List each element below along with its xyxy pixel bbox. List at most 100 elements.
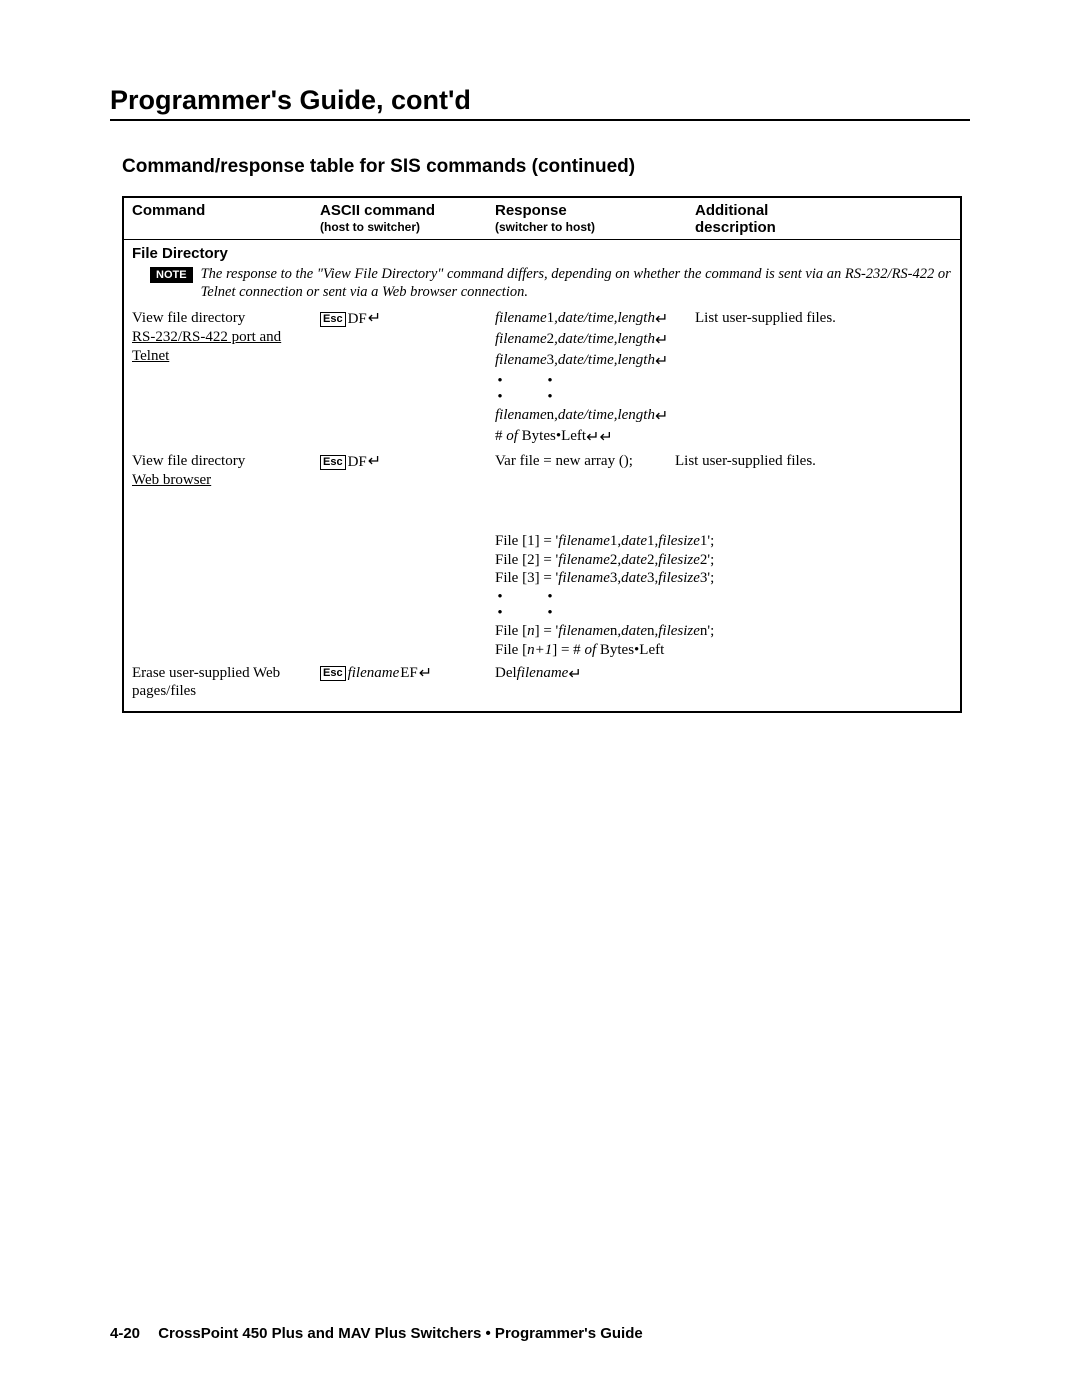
response-text: Del xyxy=(495,665,517,681)
response-text: Left xyxy=(639,642,664,658)
response-text: File [2] = ' xyxy=(495,552,558,568)
response-text: filename xyxy=(495,331,547,347)
ellipsis-dots: •• xyxy=(495,390,952,405)
ellipsis-dots: •• xyxy=(495,374,952,389)
response-text: date xyxy=(621,533,647,549)
response-text: filename xyxy=(517,665,569,681)
response-text: ] = ' xyxy=(535,623,559,639)
header-ascii-sub: (host to switcher) xyxy=(320,220,495,234)
response-text: ] = # xyxy=(552,642,584,658)
ellipsis-dots: •• xyxy=(495,606,952,621)
response-text: File [ xyxy=(495,642,527,658)
cmd-text: Erase user-supplied Web xyxy=(132,664,320,683)
ellipsis-dots: •• xyxy=(495,590,952,605)
response-text: 2'; xyxy=(700,552,714,568)
response-text: ,date/time,length xyxy=(554,352,655,368)
response-text: File [1] = ' xyxy=(495,533,558,549)
response-text: filename xyxy=(558,570,610,586)
section-title: Command/response table for SIS commands … xyxy=(122,156,970,178)
enter-arrow-icon: ↵ xyxy=(368,309,381,329)
response-text: ,date/time,length xyxy=(554,310,655,326)
response-text: n'; xyxy=(700,623,714,639)
response-text: 1, xyxy=(610,533,621,549)
response-text: date xyxy=(621,552,647,568)
response-text: 1, xyxy=(647,533,658,549)
enter-arrow-icon: ↵ xyxy=(655,408,668,425)
response-text: 3, xyxy=(647,570,658,586)
response-text: filename xyxy=(495,310,547,326)
page-number: 4-20 xyxy=(110,1325,140,1342)
response-text: filename xyxy=(495,407,547,423)
esc-key-icon: Esc xyxy=(320,666,346,681)
ascii-filename: filename xyxy=(348,664,400,683)
response-text: Var file = new array (); xyxy=(495,452,633,471)
description-text: List user-supplied files. xyxy=(695,309,952,328)
response-text: n, xyxy=(610,623,621,639)
file-directory-label: File Directory xyxy=(132,245,952,262)
table-row-cont: filenamen,date/time,length↵ # of Bytes•L… xyxy=(132,406,952,448)
description-text: List user-supplied files. xyxy=(675,452,952,471)
response-text: File [3] = ' xyxy=(495,570,558,586)
note-text: The response to the "View File Directory… xyxy=(201,265,952,301)
footer-text: CrossPoint 450 Plus and MAV Plus Switche… xyxy=(158,1325,643,1342)
response-text: filename xyxy=(558,552,610,568)
response-text: 2, xyxy=(647,552,658,568)
cmd-text: View file directory xyxy=(132,452,320,471)
ascii-text: EF xyxy=(400,664,418,683)
response-text: 2, xyxy=(610,552,621,568)
esc-key-icon: Esc xyxy=(320,312,346,327)
ascii-text: DF xyxy=(348,310,367,329)
enter-arrow-icon: ↵ xyxy=(368,452,381,472)
header-command: Command xyxy=(132,202,320,219)
table-row-cont: File [1] = 'filename1,date1,filesize1'; … xyxy=(132,532,952,588)
enter-arrow-icon: ↵ xyxy=(568,666,581,683)
response-text: filesize xyxy=(658,552,700,568)
table-row: View file directory Web browser Esc DF ↵… xyxy=(132,452,952,490)
response-text: ,date/time,length xyxy=(554,331,655,347)
cmd-sub-underline: Telnet xyxy=(132,347,320,366)
response-text: ,date/time,length xyxy=(554,407,655,423)
cmd-text: pages/files xyxy=(132,682,320,701)
response-text: date xyxy=(621,623,647,639)
header-response-sub: (switcher to host) xyxy=(495,220,695,234)
table-header-row: Command ASCII command (host to switcher)… xyxy=(124,198,960,240)
response-text: filename xyxy=(495,352,547,368)
cmd-text: View file directory xyxy=(132,309,320,328)
ascii-text: DF xyxy=(348,453,367,472)
note-row: NOTE The response to the "View File Dire… xyxy=(150,265,952,301)
header-ascii: ASCII command xyxy=(320,202,495,219)
table-row: Erase user-supplied Web pages/files Esc … xyxy=(132,664,952,702)
response-text: filesize xyxy=(658,623,700,639)
response-text: # xyxy=(495,428,506,444)
response-text: of xyxy=(584,642,596,658)
header-additional: Additional xyxy=(695,202,952,219)
command-response-table: Command ASCII command (host to switcher)… xyxy=(122,196,962,713)
table-row-cont: File [n] = 'filenamen,daten,filesizen'; … xyxy=(132,622,952,660)
table-row: View file directory RS-232/RS-422 port a… xyxy=(132,309,952,372)
cmd-sub-underline: Web browser xyxy=(132,471,320,490)
page-title: Programmer's Guide, cont'd xyxy=(110,85,970,121)
response-text: n+1 xyxy=(527,642,552,658)
response-text: 3'; xyxy=(700,570,714,586)
response-text: of xyxy=(506,428,518,444)
cmd-sub-underline: RS-232/RS-422 port and xyxy=(132,328,320,347)
header-additional-sub: description xyxy=(695,219,952,236)
page-footer: 4-20 CrossPoint 450 Plus and MAV Plus Sw… xyxy=(110,1325,643,1342)
enter-arrow-icon: ↵ xyxy=(655,311,668,328)
response-text: filesize xyxy=(658,570,700,586)
response-text: date xyxy=(621,570,647,586)
response-text: filename xyxy=(558,623,610,639)
header-response: Response xyxy=(495,202,695,219)
response-text: filesize xyxy=(658,533,700,549)
response-text: File [ xyxy=(495,623,527,639)
response-text: Bytes xyxy=(518,428,556,444)
response-text: 3, xyxy=(610,570,621,586)
enter-arrow-icon: ↵ xyxy=(419,664,432,684)
response-text: filename xyxy=(558,533,610,549)
response-text: Bytes xyxy=(596,642,634,658)
enter-arrow-icon: ↵ xyxy=(600,429,613,446)
esc-key-icon: Esc xyxy=(320,455,346,470)
response-text: Left xyxy=(561,428,586,444)
enter-arrow-icon: ↵ xyxy=(655,332,668,349)
enter-arrow-icon: ↵ xyxy=(586,429,599,446)
